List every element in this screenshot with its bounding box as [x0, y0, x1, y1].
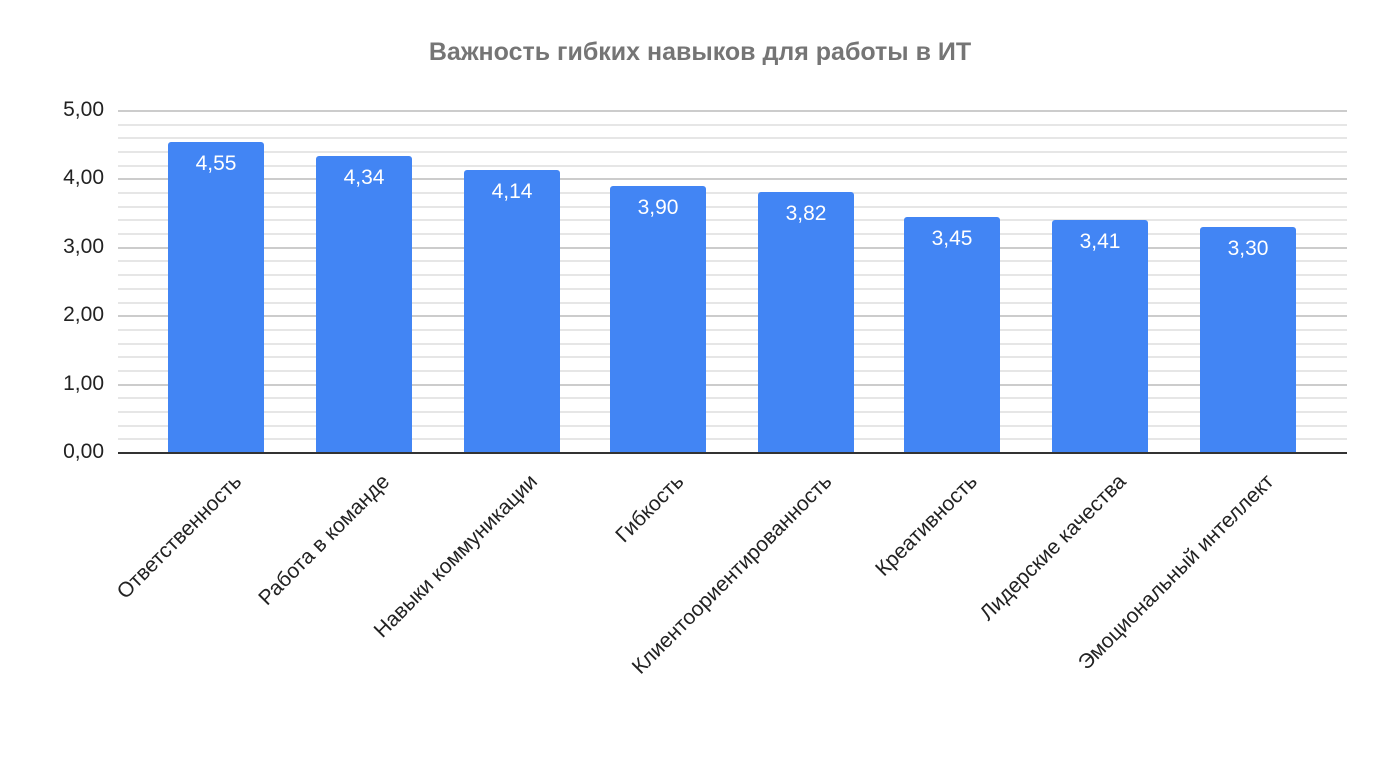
- bar-liderskie-kachestva[interactable]: 3,41: [1052, 219, 1148, 453]
- minor-gridline: [118, 123, 1347, 126]
- major-gridline: [118, 383, 1347, 386]
- minor-gridline: [118, 356, 1347, 359]
- x-label-navyki-kommunikacii: Навыки коммуникации: [369, 470, 543, 643]
- minor-gridline: [118, 260, 1347, 263]
- bar-value-label: 4,34: [343, 166, 385, 190]
- bar-value-label: 3,82: [785, 201, 827, 225]
- minor-gridline: [118, 397, 1347, 400]
- bar-gibkost[interactable]: 3,90: [610, 186, 706, 453]
- x-label-otvetstvennost: Ответственность: [112, 470, 247, 604]
- major-gridline: [118, 178, 1347, 181]
- minor-gridline: [118, 438, 1347, 441]
- minor-gridline: [118, 410, 1347, 413]
- bar-kreativnost[interactable]: 3,45: [904, 217, 1000, 453]
- minor-gridline: [118, 219, 1347, 222]
- y-tick-2: 2,00: [63, 303, 104, 326]
- plot-area: [118, 110, 1347, 454]
- major-gridline: [118, 246, 1347, 249]
- bar-otvetstvennost[interactable]: 4,55: [168, 141, 264, 453]
- major-gridline: [118, 110, 1347, 112]
- x-label-liderskie-kachestva: Лидерские качества: [975, 470, 1131, 626]
- bar-value-label: 4,55: [195, 151, 237, 175]
- bar-value-label: 4,14: [491, 179, 533, 203]
- minor-gridline: [118, 328, 1347, 331]
- y-tick-0: 0,00: [63, 440, 104, 463]
- y-tick-4: 4,00: [63, 166, 104, 189]
- bar-value-label: 3,30: [1227, 237, 1269, 261]
- y-tick-1: 1,00: [63, 372, 104, 395]
- minor-gridline: [118, 424, 1347, 427]
- bar-emocionalnyj-intellekt[interactable]: 3,30: [1200, 227, 1296, 453]
- minor-gridline: [118, 137, 1347, 140]
- bar-value-label: 3,90: [637, 196, 679, 220]
- minor-gridline: [118, 164, 1347, 167]
- minor-gridline: [118, 205, 1347, 208]
- minor-gridline: [118, 301, 1347, 304]
- major-gridline: [118, 315, 1347, 318]
- y-tick-5: 5,00: [63, 98, 104, 121]
- x-label-gibkost: Гибкость: [611, 470, 689, 548]
- x-axis-line: [118, 452, 1347, 454]
- x-label-kreativnost: Креативность: [871, 470, 983, 581]
- minor-gridline: [118, 287, 1347, 290]
- minor-gridline: [118, 369, 1347, 372]
- bar-value-label: 3,45: [931, 227, 973, 251]
- minor-gridline: [118, 151, 1347, 154]
- bar-navyki-kommunikacii[interactable]: 4,14: [464, 169, 560, 453]
- minor-gridline: [118, 192, 1347, 195]
- x-label-rabota-v-komande: Работа в команде: [254, 470, 395, 610]
- bar-value-label: 3,41: [1079, 229, 1121, 253]
- minor-gridline: [118, 342, 1347, 345]
- minor-gridline: [118, 274, 1347, 277]
- bar-rabota-v-komande[interactable]: 4,34: [316, 156, 412, 453]
- minor-gridline: [118, 233, 1347, 236]
- bar-klientoorientirovannost[interactable]: 3,82: [758, 191, 854, 453]
- y-tick-3: 3,00: [63, 235, 104, 258]
- chart-title: Важность гибких навыков для работы в ИТ: [428, 38, 972, 66]
